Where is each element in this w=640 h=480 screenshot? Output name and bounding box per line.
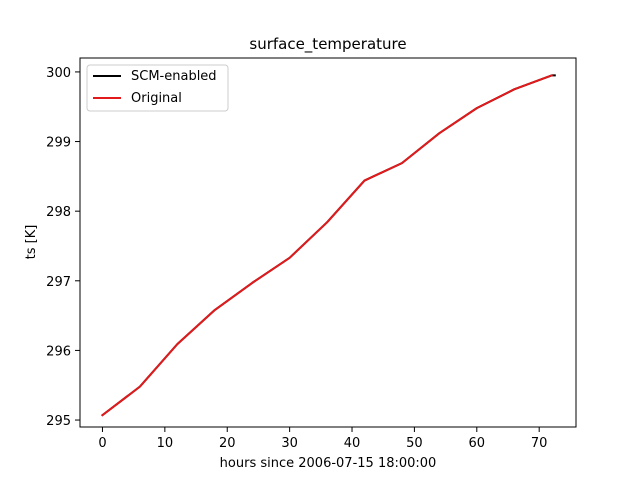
- x-tick-label: 50: [406, 436, 423, 451]
- x-tick-label: 10: [157, 436, 174, 451]
- y-axis-label: ts [K]: [24, 225, 39, 260]
- chart-title: surface_temperature: [249, 35, 406, 54]
- x-tick-label: 70: [531, 436, 548, 451]
- y-tick-label: 295: [46, 414, 71, 429]
- y-tick-label: 298: [46, 205, 71, 220]
- legend: SCM-enabled Original: [86, 64, 229, 112]
- y-tick-label: 297: [46, 275, 71, 290]
- y-tick-label: 300: [46, 66, 71, 81]
- x-tick-label: 30: [281, 436, 298, 451]
- x-axis: 0 10 20 30 40 50 60 70: [98, 427, 547, 451]
- x-tick-label: 40: [344, 436, 361, 451]
- y-tick-label: 296: [46, 344, 71, 359]
- x-tick-label: 0: [98, 436, 106, 451]
- x-tick-label: 60: [469, 436, 486, 451]
- legend-label-scm-enabled: SCM-enabled: [131, 69, 217, 84]
- plot-frame: [79, 57, 577, 428]
- series-line-original: [101, 74, 553, 417]
- y-tick-label: 299: [46, 136, 71, 151]
- y-axis: 295 296 297 298 299 300: [46, 66, 80, 429]
- x-axis-label: hours since 2006-07-15 18:00:00: [220, 456, 437, 471]
- x-tick-label: 20: [219, 436, 236, 451]
- legend-label-original: Original: [131, 91, 182, 106]
- series-layer: [101, 74, 556, 417]
- legend-box: [86, 64, 229, 112]
